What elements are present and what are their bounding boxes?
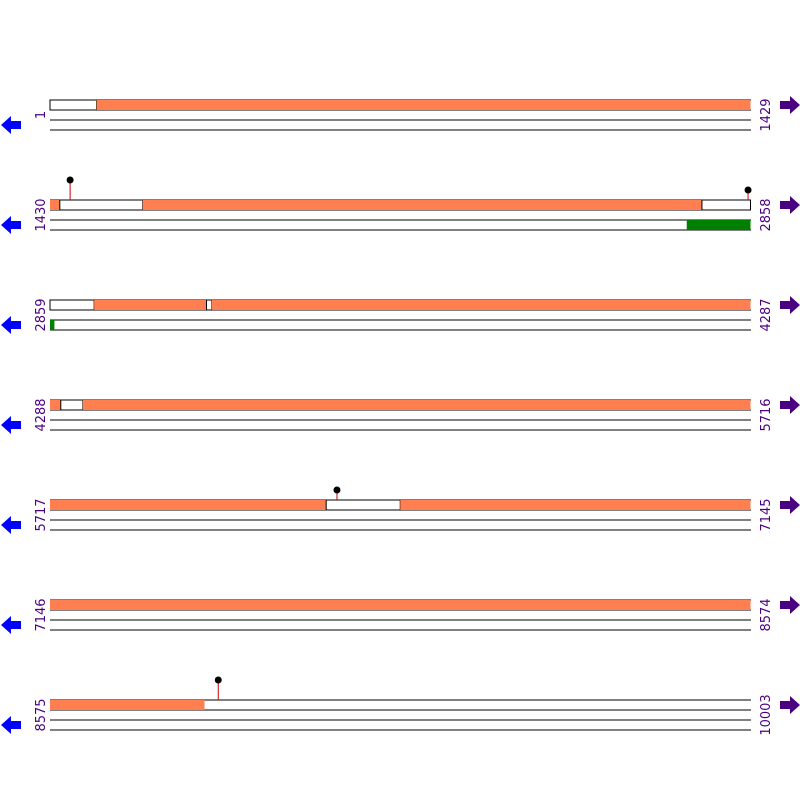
feature-gap [60,399,84,411]
row-start-number: 4288 [34,398,49,431]
map-row: 2859 4287 [1,296,800,334]
feature-segment [96,100,751,110]
right-arrow-icon[interactable] [780,396,800,414]
strand-feature [50,320,55,330]
map-row: 1 1429 [1,96,800,134]
feature-segment [400,500,751,510]
row-end-number: 10003 [759,694,774,735]
left-arrow-icon[interactable] [1,116,21,134]
feature-gap [205,299,213,311]
feature-segment [211,300,751,310]
strand-feature [686,220,751,230]
marker-head[interactable] [214,676,222,684]
marker-head[interactable] [333,486,341,494]
row-end-number: 5716 [759,398,774,431]
right-arrow-icon[interactable] [780,196,800,214]
left-arrow-icon[interactable] [1,216,21,234]
row-end-number: 2858 [759,198,774,231]
feature-segment [50,600,751,610]
feature-segment [142,200,702,210]
feature-segment [50,700,205,710]
map-row: 1430 2858 [1,176,800,234]
right-arrow-icon[interactable] [780,96,800,114]
left-arrow-icon[interactable] [1,716,21,734]
map-row: 7146 8574 [1,596,800,634]
row-start-number: 8575 [34,698,49,731]
feature-gap [49,299,95,311]
row-start-number: 2859 [34,298,49,331]
row-start-number: 7146 [34,598,49,631]
left-arrow-icon[interactable] [1,416,21,434]
row-start-number: 5717 [34,498,49,531]
map-row: 4288 5716 [1,396,800,434]
feature-gap [325,499,401,511]
marker-head[interactable] [744,186,752,194]
map-row: 5717 7145 [1,486,800,534]
map-row: 8575 10003 [1,676,800,736]
left-arrow-icon[interactable] [1,616,21,634]
left-arrow-icon[interactable] [1,516,21,534]
row-start-number: 1 [34,111,49,119]
feature-segment [50,500,327,510]
feature-segment [94,300,207,310]
right-arrow-icon[interactable] [780,496,800,514]
right-arrow-icon[interactable] [780,596,800,614]
row-end-number: 1429 [759,98,774,131]
row-end-number: 4287 [759,298,774,331]
right-arrow-icon[interactable] [780,696,800,714]
row-end-number: 8574 [759,598,774,631]
feature-segment [50,400,61,410]
right-arrow-icon[interactable] [780,296,800,314]
feature-segment [82,400,751,410]
row-end-number: 7145 [759,498,774,531]
feature-gap [49,99,98,111]
feature-gap [701,199,752,211]
feature-gap [59,199,144,211]
left-arrow-icon[interactable] [1,316,21,334]
row-start-number: 1430 [34,198,49,231]
feature-segment [50,200,60,210]
marker-head[interactable] [66,176,74,184]
